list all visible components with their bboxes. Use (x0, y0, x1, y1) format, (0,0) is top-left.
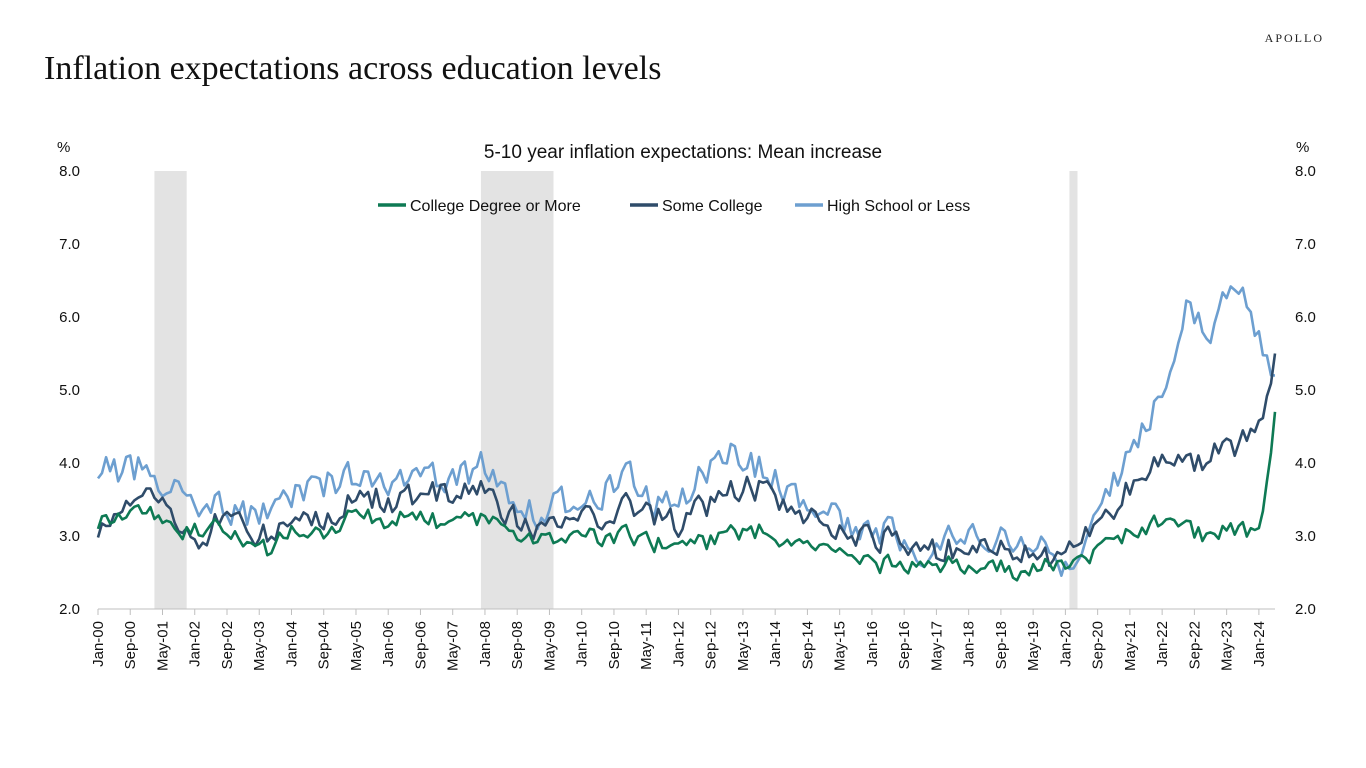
axes: 2.0 2.0 3.0 3.0 4.0 4.0 5.0 5.0 6.0 6.0 7.0 7.0 8.0 8… (59, 163, 1316, 671)
y-tick-label-right: 4.0 (1295, 455, 1316, 472)
x-tick-label: Sep-10 (606, 621, 623, 669)
x-tick-label: Jan-00 (90, 621, 107, 667)
y-axis-label-right: % (1296, 139, 1309, 156)
series-line-college-degree-or-more (96, 411, 1277, 582)
x-tick-label: Sep-04 (316, 621, 333, 669)
x-tick-label: May-23 (1219, 621, 1236, 671)
x-tick-label: Jan-22 (1154, 621, 1171, 667)
x-tick-label: May-07 (445, 621, 462, 671)
x-tick-label: Jan-06 (380, 621, 397, 667)
apollo-logo: APOLLO (1264, 31, 1324, 45)
y-tick-label-left: 6.0 (59, 309, 80, 326)
x-tick-label: Sep-18 (993, 621, 1010, 669)
x-tick-label: May-01 (154, 621, 171, 671)
x-tick-label: May-13 (735, 621, 752, 671)
recession-band (154, 171, 187, 609)
y-tick-label-right: 8.0 (1295, 163, 1316, 180)
x-tick-label: Sep-06 (412, 621, 429, 669)
y-tick-label-left: 3.0 (59, 528, 80, 545)
legend-label: High School or Less (827, 198, 970, 215)
x-tick-label: Jan-08 (477, 621, 494, 667)
y-tick-label-left: 8.0 (59, 163, 80, 180)
x-tick-label: Sep-02 (219, 621, 236, 669)
x-tick-label: Sep-14 (799, 621, 816, 669)
series-lines (96, 285, 1277, 582)
y-axis-label-left: % (57, 139, 70, 156)
x-tick-label: Sep-00 (122, 621, 139, 669)
y-tick-label-right: 6.0 (1295, 309, 1316, 326)
y-tick-label-left: 7.0 (59, 236, 80, 253)
recession-shading (154, 171, 1078, 609)
x-tick-label: May-09 (541, 621, 558, 671)
x-tick-label: Jan-14 (767, 621, 784, 667)
y-tick-label-right: 7.0 (1295, 236, 1316, 253)
recession-band (480, 171, 554, 609)
x-tick-label: Sep-12 (703, 621, 720, 669)
y-tick-label-right: 2.0 (1295, 601, 1316, 618)
x-tick-label: May-03 (251, 621, 268, 671)
x-tick-label: May-21 (1122, 621, 1139, 671)
y-tick-label-right: 5.0 (1295, 382, 1316, 399)
legend-label: College Degree or More (410, 198, 581, 215)
x-tick-label: Jan-02 (187, 621, 204, 667)
x-tick-label: Jan-20 (1057, 621, 1074, 667)
x-tick-label: May-11 (638, 621, 655, 670)
x-tick-label: Sep-16 (896, 621, 913, 669)
x-tick-label: Sep-08 (509, 621, 526, 669)
x-tick-label: Sep-20 (1090, 621, 1107, 669)
x-tick-label: Sep-22 (1186, 621, 1203, 669)
x-tick-label: May-15 (832, 621, 849, 671)
y-tick-label-right: 3.0 (1295, 528, 1316, 545)
y-tick-label-left: 5.0 (59, 382, 80, 399)
legend-label: Some College (662, 198, 763, 215)
x-tick-label: Jan-12 (670, 621, 687, 667)
series-line-high-school-or-less (96, 285, 1275, 578)
x-tick-label: May-05 (348, 621, 365, 671)
x-tick-label: Jan-04 (283, 621, 300, 667)
legend: College Degree or More Some College High S… (378, 198, 970, 215)
x-tick-label: Jan-18 (961, 621, 978, 667)
y-tick-label-left: 4.0 (59, 455, 80, 472)
x-tick-label: Jan-16 (864, 621, 881, 667)
x-tick-label: May-19 (1025, 621, 1042, 671)
recession-band (1069, 171, 1078, 609)
y-tick-label-left: 2.0 (59, 601, 80, 618)
x-tick-label: Jan-24 (1251, 621, 1268, 667)
chart-title: 5-10 year inflation expectations: Mean i… (484, 142, 882, 163)
series-line-some-college (96, 353, 1277, 568)
x-tick-label: Jan-10 (574, 621, 591, 667)
page-title: Inflation expectations across education … (44, 50, 662, 87)
x-tick-label: May-17 (928, 621, 945, 671)
